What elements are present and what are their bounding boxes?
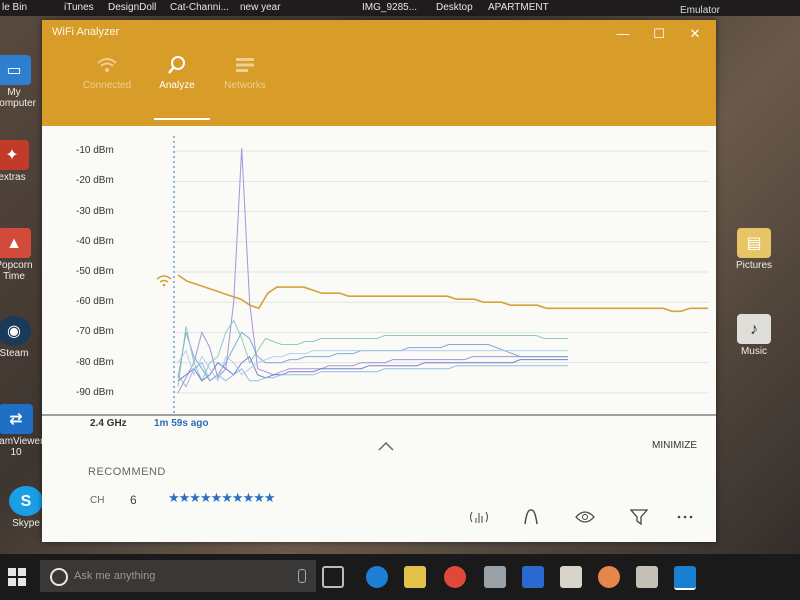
desktop-label-img[interactable]: IMG_9285...	[362, 2, 418, 13]
desktop-icon-label: Pictures	[735, 260, 773, 271]
signal-series-line	[177, 355, 568, 382]
skype-icon: S	[9, 486, 43, 516]
popcorn-icon: ▲	[0, 228, 31, 258]
desktop-label-apartment[interactable]: APARTMENT	[488, 2, 549, 13]
channel-label: CH	[90, 495, 105, 506]
file-explorer-icon[interactable]	[404, 566, 426, 588]
y-tick-label: -90 dBm	[76, 386, 114, 398]
signal-chart-plot	[42, 136, 716, 416]
desktop-label-recycle-bin[interactable]: le Bin	[2, 2, 28, 13]
y-tick-label: -50 dBm	[76, 266, 114, 277]
desktop-icon-label: TeamViewer 10	[0, 436, 44, 458]
windows-start-icon[interactable]	[8, 568, 26, 586]
cortana-search-box[interactable]: Ask me anything	[40, 560, 316, 592]
desktop-icon-label: Music	[740, 346, 768, 357]
app-icon[interactable]	[560, 566, 582, 588]
desktop-icon-skype[interactable]: S Skype	[0, 486, 54, 529]
microphone-icon[interactable]	[298, 569, 306, 583]
teamviewer-icon: ⇄	[0, 404, 33, 434]
chart-status-bar: 2.4 GHz 1m 59s ago	[42, 416, 716, 438]
app-icon[interactable]	[522, 566, 544, 588]
desktop-icon-my-computer[interactable]: ▭ My Computer	[0, 55, 42, 109]
pictures-folder-icon: ▤	[737, 228, 771, 258]
wifi-analyzer-window: WiFi Analyzer — ☐ ✕ Connected Analyze Ne…	[42, 20, 716, 542]
computer-icon: ▭	[0, 55, 31, 85]
tab-connected-label: Connected	[82, 80, 132, 91]
window-title: WiFi Analyzer	[52, 26, 120, 38]
recommend-heading: RECOMMEND	[88, 466, 166, 478]
y-tick-label: -30 dBm	[76, 205, 114, 217]
tab-analyze-label: Analyze	[159, 80, 195, 91]
desktop-label-new-year[interactable]: new year	[240, 2, 281, 13]
desktop-icon-teamviewer[interactable]: ⇄ TeamViewer 10	[0, 404, 44, 458]
signal-series-line	[177, 349, 568, 382]
y-tick-label: -10 dBm	[76, 145, 114, 157]
desktop-icon-label: Skype	[12, 518, 40, 529]
minimize-panel-button[interactable]: MINIMIZE	[652, 440, 697, 451]
desktop-label-desktop[interactable]: Desktop	[436, 2, 473, 13]
desktop-icon-pictures[interactable]: ▤ Pictures	[726, 228, 782, 271]
list-icon	[210, 54, 280, 76]
task-view-icon[interactable]	[322, 566, 344, 588]
steam-icon: ◉	[0, 316, 31, 346]
app-icon[interactable]	[598, 566, 620, 588]
chevron-up-icon[interactable]	[378, 438, 394, 454]
band-label[interactable]: 2.4 GHz	[90, 418, 127, 429]
desktop-icon-music[interactable]: ♪ Music	[726, 314, 782, 357]
nav-bar: Connected Analyze Networks	[42, 48, 716, 126]
y-tick-label: -20 dBm	[76, 175, 114, 187]
desktop-label-cat-channel[interactable]: Cat-Channi...	[170, 2, 229, 13]
desktop-top-strip: le Bin iTunes DesignDoll Cat-Channi... n…	[0, 0, 800, 16]
y-tick-label: -60 dBm	[76, 296, 114, 308]
music-folder-icon: ♪	[737, 314, 771, 344]
y-tick-label: -80 dBm	[76, 356, 114, 368]
more-icon[interactable]	[672, 506, 698, 528]
taskbar: Ask me anything	[0, 554, 800, 600]
desktop-label-emulator[interactable]: Emulator	[680, 5, 721, 16]
tab-networks-label: Networks	[224, 80, 266, 91]
cortana-icon	[50, 568, 68, 586]
filter-icon[interactable]	[626, 506, 652, 528]
desktop-label-designdoll[interactable]: DesignDoll	[108, 2, 157, 13]
signal-series-line	[177, 319, 568, 387]
title-bar[interactable]: WiFi Analyzer — ☐ ✕	[42, 20, 716, 48]
elapsed-time: 1m 59s ago	[154, 418, 209, 429]
signal-series-line	[177, 148, 568, 394]
wifi-icon	[72, 54, 142, 76]
desktop-icon-steam[interactable]: ◉ Steam	[0, 316, 42, 359]
app-icon[interactable]	[636, 566, 658, 588]
signal-chart: -10 dBm -20 dBm -30 dBm -40 dBm -50 dBm -60 d…	[42, 126, 716, 416]
maximize-window-button[interactable]: ☐	[653, 26, 665, 41]
y-tick-label: -70 dBm	[76, 326, 114, 338]
eye-icon[interactable]	[572, 506, 598, 528]
desktop-icon-label: extras	[0, 172, 26, 183]
minimize-window-button[interactable]: —	[616, 26, 630, 41]
tab-connected[interactable]: Connected	[72, 54, 142, 91]
signal-series-line	[177, 274, 708, 313]
active-tab-indicator	[154, 118, 210, 120]
channel-rating-stars: ★★★★★★★★★★	[168, 490, 276, 505]
desktop-icon-extras[interactable]: ✦ extras	[0, 140, 40, 183]
channel-value: 6	[130, 493, 137, 507]
edge-browser-icon[interactable]	[366, 566, 388, 588]
signal-series-line	[177, 361, 568, 388]
search-placeholder: Ask me anything	[74, 570, 156, 582]
desktop-label-itunes[interactable]: iTunes	[64, 2, 94, 13]
close-window-button[interactable]: ✕	[689, 26, 701, 41]
app-icon[interactable]	[484, 566, 506, 588]
desktop-icon-popcorn-time[interactable]: ▲ Popcorn Time	[0, 228, 42, 282]
chrome-icon[interactable]	[444, 566, 466, 588]
desktop-icon-label: Steam	[0, 348, 29, 359]
connected-wifi-marker-icon	[156, 274, 172, 292]
extras-icon: ✦	[0, 140, 29, 170]
tab-networks[interactable]: Networks	[210, 54, 280, 91]
wifi-analyzer-taskbar-icon[interactable]	[674, 566, 696, 590]
tab-analyze[interactable]: Analyze	[142, 54, 212, 91]
y-tick-label: -40 dBm	[76, 235, 114, 247]
desktop-icon-label: My Computer	[0, 87, 36, 109]
desktop-icon-label: Popcorn Time	[0, 260, 33, 282]
signal-icon[interactable]	[466, 506, 492, 528]
peak-icon[interactable]	[518, 506, 544, 528]
analyze-icon	[142, 54, 212, 76]
